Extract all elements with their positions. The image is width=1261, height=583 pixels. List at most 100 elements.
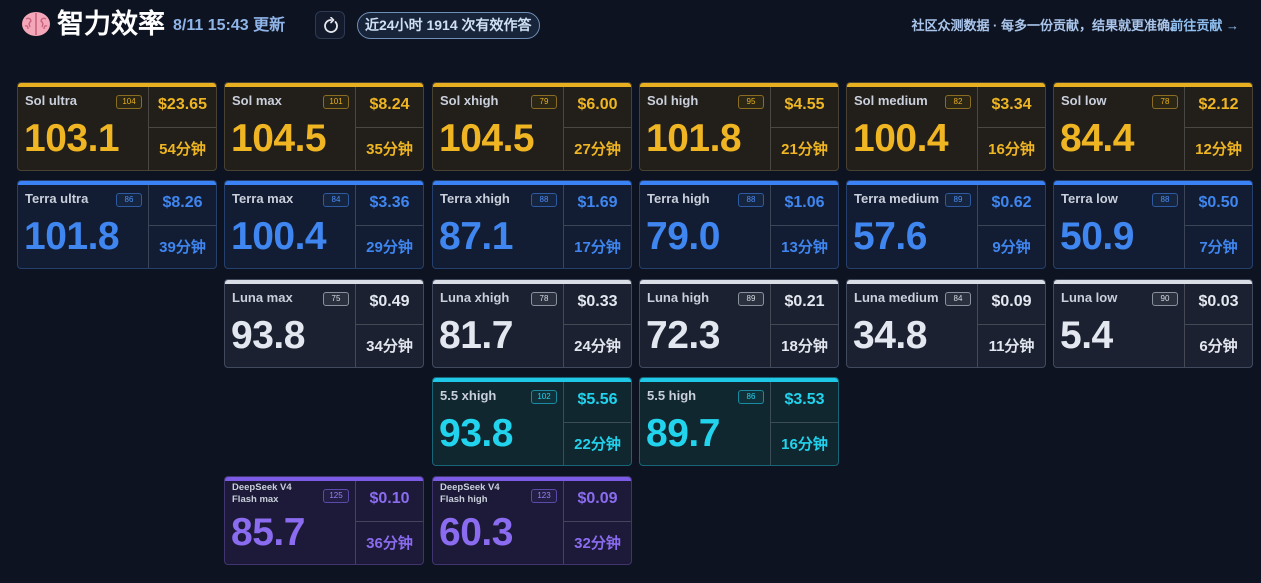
- model-card[interactable]: Terra low 88 50.9 $0.50 7分钟: [1053, 180, 1253, 269]
- card-main: Terra low 88 50.9: [1054, 185, 1184, 268]
- model-name: 5.5 xhigh: [440, 388, 497, 403]
- card-accent-bar: [433, 280, 631, 284]
- duration-value: 6分钟: [1199, 338, 1238, 355]
- model-name: 5.5 high: [647, 388, 697, 403]
- card-main: DeepSeek V4 Flash max 125 85.7: [225, 481, 355, 564]
- duration-value: 16分钟: [781, 436, 828, 453]
- duration-value: 22分钟: [574, 436, 621, 453]
- model-card[interactable]: Terra high 88 79.0 $1.06 13分钟: [639, 180, 839, 269]
- model-card[interactable]: Sol low 78 84.4 $2.12 12分钟: [1053, 82, 1253, 171]
- card-main: DeepSeek V4 Flash high 123 60.3: [433, 481, 563, 564]
- model-name: Luna high: [647, 290, 710, 305]
- model-card[interactable]: Sol max 101 104.5 $8.24 35分钟: [224, 82, 424, 171]
- cost-value: $8.26: [162, 194, 203, 211]
- model-card[interactable]: 5.5 high 86 89.7 $3.53 16分钟: [639, 377, 839, 466]
- stats-divider: [564, 521, 631, 522]
- model-card[interactable]: DeepSeek V4 Flash max 125 85.7 $0.10 36分钟: [224, 476, 424, 565]
- model-card[interactable]: Terra medium 89 57.6 $0.62 9分钟: [846, 180, 1046, 269]
- model-name: Terra high: [647, 191, 710, 206]
- efficiency-score: 89.7: [646, 412, 720, 455]
- stats-divider: [564, 225, 631, 226]
- sample-count-badge: 90: [1152, 292, 1178, 306]
- cost-value: $8.24: [369, 96, 410, 113]
- model-card[interactable]: Luna xhigh 78 81.7 $0.33 24分钟: [432, 279, 632, 368]
- model-card[interactable]: Terra ultra 86 101.8 $8.26 39分钟: [17, 180, 217, 269]
- stats-divider: [771, 225, 838, 226]
- refresh-button[interactable]: [315, 11, 345, 39]
- stats-divider: [356, 127, 423, 128]
- duration-value: 34分钟: [366, 338, 413, 355]
- sample-count-badge: 89: [738, 292, 764, 306]
- model-name: Terra low: [1061, 191, 1118, 206]
- refresh-icon: [324, 17, 338, 33]
- card-main: Terra xhigh 88 87.1: [433, 185, 563, 268]
- model-card[interactable]: Terra max 84 100.4 $3.36 29分钟: [224, 180, 424, 269]
- stats-divider: [1185, 324, 1252, 325]
- card-main: Sol xhigh 79 104.5: [433, 87, 563, 170]
- model-name: Sol ultra: [25, 93, 78, 108]
- cost-value: $1.06: [784, 194, 825, 211]
- card-accent-bar: [847, 83, 1045, 87]
- efficiency-score: 57.6: [853, 215, 927, 258]
- stats-divider: [1185, 225, 1252, 226]
- card-accent-bar: [433, 378, 631, 382]
- model-name: Sol medium: [854, 93, 928, 108]
- model-name: Luna low: [1061, 290, 1118, 305]
- model-card[interactable]: Sol xhigh 79 104.5 $6.00 27分钟: [432, 82, 632, 171]
- top-bar: 智力效率 8/11 15:43 更新 近24小时 1914 次有效作答 社区众测…: [0, 0, 1261, 52]
- model-name: Sol max: [232, 93, 282, 108]
- model-card[interactable]: Luna high 89 72.3 $0.21 18分钟: [639, 279, 839, 368]
- duration-value: 12分钟: [1195, 141, 1242, 158]
- model-card[interactable]: Luna max 75 93.8 $0.49 34分钟: [224, 279, 424, 368]
- stats-divider: [356, 324, 423, 325]
- model-card[interactable]: Sol medium 82 100.4 $3.34 16分钟: [846, 82, 1046, 171]
- card-main: Terra medium 89 57.6: [847, 185, 977, 268]
- card-stats: $4.55 21分钟: [770, 87, 838, 170]
- sample-count-badge: 88: [1152, 193, 1178, 207]
- card-main: Sol low 78 84.4: [1054, 87, 1184, 170]
- cost-value: $0.50: [1198, 194, 1239, 211]
- card-stats: $23.65 54分钟: [148, 87, 216, 170]
- cost-value: $5.56: [577, 391, 618, 408]
- duration-value: 21分钟: [781, 141, 828, 158]
- model-card[interactable]: Luna low 90 5.4 $0.03 6分钟: [1053, 279, 1253, 368]
- card-main: Terra max 84 100.4: [225, 185, 355, 268]
- sample-count-badge: 78: [1152, 95, 1178, 109]
- card-accent-bar: [433, 181, 631, 185]
- efficiency-score: 104.5: [231, 117, 327, 160]
- sample-count-badge: 86: [738, 390, 764, 404]
- card-accent-bar: [433, 477, 631, 481]
- card-stats: $6.00 27分钟: [563, 87, 631, 170]
- model-card[interactable]: Sol ultra 104 103.1 $23.65 54分钟: [17, 82, 217, 171]
- duration-value: 35分钟: [366, 141, 413, 158]
- model-card[interactable]: Luna medium 84 34.8 $0.09 11分钟: [846, 279, 1046, 368]
- sample-count-badge: 88: [531, 193, 557, 207]
- model-name: Terra ultra: [25, 191, 89, 206]
- duration-value: 11分钟: [988, 338, 1035, 355]
- duration-value: 13分钟: [781, 239, 828, 256]
- model-card[interactable]: Sol high 95 101.8 $4.55 21分钟: [639, 82, 839, 171]
- duration-value: 16分钟: [988, 141, 1035, 158]
- efficiency-score: 87.1: [439, 215, 513, 258]
- efficiency-score: 101.8: [646, 117, 742, 160]
- model-card[interactable]: 5.5 xhigh 102 93.8 $5.56 22分钟: [432, 377, 632, 466]
- card-accent-bar: [1054, 280, 1252, 284]
- contribute-link[interactable]: 前往贡献 →: [1170, 18, 1239, 33]
- stats-divider: [564, 127, 631, 128]
- model-name: Sol low: [1061, 93, 1107, 108]
- card-stats: $0.03 6分钟: [1184, 284, 1252, 367]
- sample-count-badge: 101: [323, 95, 349, 109]
- card-stats: $0.10 36分钟: [355, 481, 423, 564]
- duration-value: 39分钟: [159, 239, 206, 256]
- card-accent-bar: [640, 378, 838, 382]
- model-card[interactable]: Terra xhigh 88 87.1 $1.69 17分钟: [432, 180, 632, 269]
- cost-value: $3.34: [991, 96, 1032, 113]
- cost-value: $23.65: [158, 96, 207, 113]
- model-card[interactable]: DeepSeek V4 Flash high 123 60.3 $0.09 32分钟: [432, 476, 632, 565]
- efficiency-score: 100.4: [853, 117, 949, 160]
- stats-divider: [978, 127, 1045, 128]
- model-name: DeepSeek V4 Flash max: [232, 482, 292, 505]
- model-name: Terra xhigh: [440, 191, 510, 206]
- efficiency-score: 100.4: [231, 215, 327, 258]
- model-name: Luna xhigh: [440, 290, 510, 305]
